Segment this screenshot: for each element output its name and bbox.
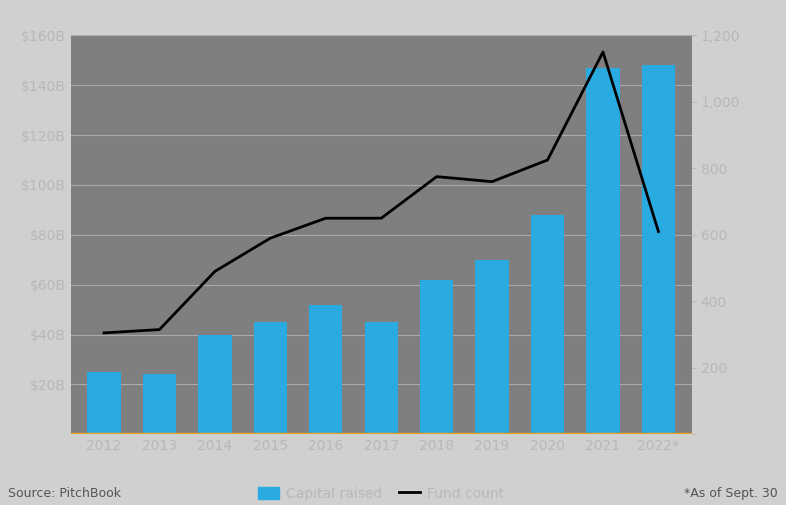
Legend: Capital raised, Fund count: Capital raised, Fund count (253, 481, 509, 505)
Bar (476, 260, 509, 434)
Bar (87, 372, 120, 434)
Bar (642, 65, 675, 434)
Text: Source: PitchBook: Source: PitchBook (8, 487, 121, 500)
Bar (531, 215, 564, 434)
Bar (365, 322, 398, 434)
Bar (254, 322, 287, 434)
Bar (420, 280, 454, 434)
Bar (309, 305, 343, 434)
Bar (143, 374, 176, 434)
Text: *As of Sept. 30: *As of Sept. 30 (685, 487, 778, 500)
Bar (586, 68, 619, 434)
Bar (198, 334, 232, 434)
